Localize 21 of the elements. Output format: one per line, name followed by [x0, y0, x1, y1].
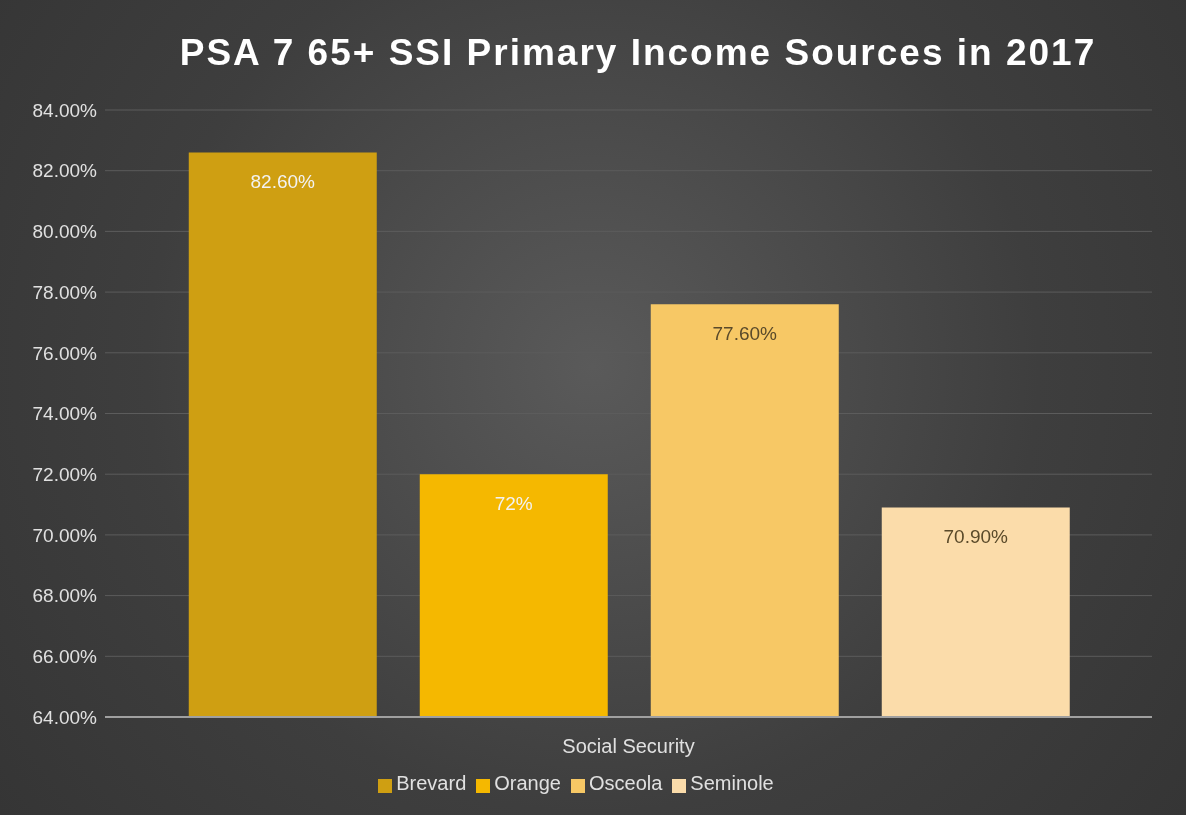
data-label: 72%	[494, 492, 533, 514]
y-tick-label: 64.00%	[32, 706, 98, 728]
y-tick-label: 70.00%	[32, 524, 98, 546]
y-tick-label: 84.00%	[32, 99, 98, 121]
y-tick-label: 76.00%	[32, 342, 98, 364]
data-label: 70.90%	[943, 526, 1009, 548]
y-tick-label: 80.00%	[32, 221, 98, 243]
y-tick-label: 78.00%	[32, 281, 98, 303]
y-tick-label: 74.00%	[32, 403, 98, 425]
legend-label: Seminole	[690, 772, 774, 794]
y-tick-label: 66.00%	[32, 646, 98, 668]
legend-label: Brevard	[396, 772, 467, 794]
y-tick-label: 68.00%	[32, 585, 98, 607]
legend-label: Orange	[494, 772, 561, 794]
data-label: 77.60%	[712, 322, 778, 344]
legend-label: Osceola	[588, 772, 663, 794]
chart-title: PSA 7 65+ SSI Primary Income Sources in 2017	[178, 32, 1098, 74]
x-tick-label: Social Security	[562, 735, 695, 758]
y-tick-label: 82.00%	[32, 160, 98, 182]
data-label: 82.60%	[250, 170, 316, 192]
y-tick-label: 72.00%	[32, 463, 98, 485]
